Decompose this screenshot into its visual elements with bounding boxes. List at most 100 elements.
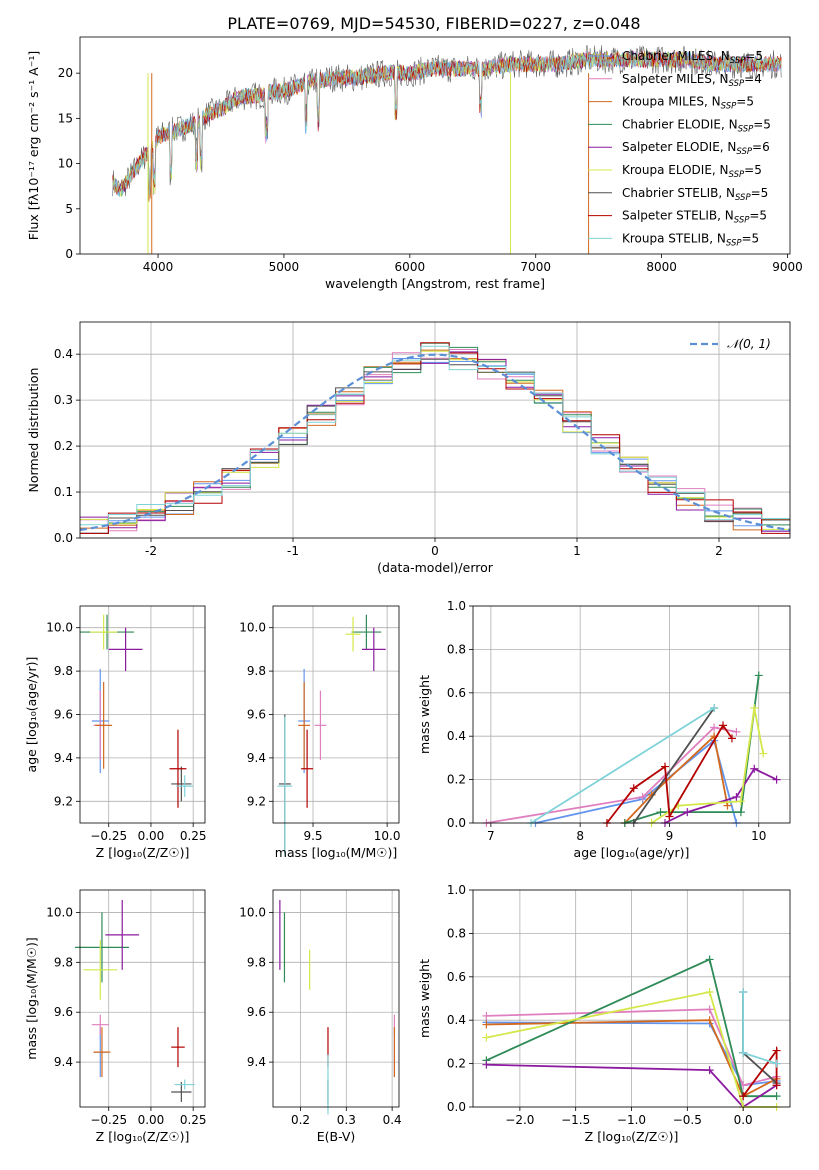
weight-marker xyxy=(705,1016,714,1025)
weight-line xyxy=(486,1019,778,1098)
y-tick-label: 0.8 xyxy=(447,926,466,940)
weight-marker xyxy=(727,734,736,743)
x-tick-label: 1 xyxy=(573,544,581,558)
plot-area xyxy=(279,899,396,1115)
legend-subscript: SSP xyxy=(730,56,746,66)
weight-marker xyxy=(482,1020,491,1029)
panel-age-vs-mass: 9.5 10.0 9.2 9.4 9.6 9.8 10.0 mass [log₁₀(M/M☉)… xyxy=(239,605,401,860)
legend-subscript: SSP xyxy=(736,147,752,157)
weight-marker xyxy=(732,792,741,801)
y-tick-label: 9.2 xyxy=(54,794,73,808)
legend-nssp: =5 xyxy=(749,209,767,223)
x-axis-label: Z [log₁₀(Z/Z☉)] xyxy=(96,845,190,860)
axes-frame xyxy=(272,605,400,824)
axes-frame xyxy=(79,889,206,1108)
x-axis-label: wavelength [Angstrom, rest frame] xyxy=(325,276,545,291)
x-tick-label: −0.25 xyxy=(90,1113,127,1127)
weight-marker xyxy=(772,1092,781,1101)
weight-marker xyxy=(754,671,763,680)
histogram-step xyxy=(80,358,790,534)
weight-marker xyxy=(482,1033,491,1042)
weight-marker xyxy=(660,762,669,771)
y-tick-label: 0.6 xyxy=(447,686,466,700)
y-axis-label: Normed distribution xyxy=(26,368,41,493)
legend-nssp: =5 xyxy=(742,231,760,245)
x-tick-label: 0.25 xyxy=(180,1113,207,1127)
weight-marker xyxy=(665,812,674,821)
y-tick-label: 9.4 xyxy=(247,1055,266,1069)
x-axis-label: mass [log₁₀(M/M☉)] xyxy=(275,845,397,860)
panel-residual-histogram: -2 -1 0 1 2 0.0 0.1 0.2 0.3 0.4 (data-model)/error… xyxy=(26,321,791,575)
plot-area xyxy=(112,45,782,254)
weight-line xyxy=(632,707,715,824)
y-tick-label: 9.8 xyxy=(247,664,266,678)
y-tick-label: 0.4 xyxy=(447,729,466,743)
plot-area xyxy=(277,614,386,856)
legend-nssp: =5 xyxy=(751,186,769,200)
plot-area xyxy=(74,899,195,1103)
panel-mass-weight-vs-age: 7 8 9 10 0.0 0.2 0.4 0.6 0.8 1.0 age [log₁₀(age/yr… xyxy=(417,599,791,860)
y-axis-label: mass weight xyxy=(417,675,432,754)
weight-line xyxy=(606,723,733,824)
weight-marker xyxy=(736,808,745,817)
histogram-step xyxy=(80,351,790,532)
legend-subscript: SSP xyxy=(734,216,750,226)
y-tick-label: 9.2 xyxy=(247,794,266,808)
weight-marker xyxy=(482,1011,491,1020)
y-tick-label: 5 xyxy=(65,202,73,216)
x-tick-label: 0.2 xyxy=(291,1113,310,1127)
legend-entry: Salpeter STELIB, NSSP=5 xyxy=(622,209,767,226)
legend-entry: Kroupa STELIB, NSSP=5 xyxy=(622,231,759,248)
histogram-step xyxy=(80,342,790,534)
x-tick-label: 4000 xyxy=(143,260,174,274)
panel-mass-vs-E(B-V): 0.2 0.3 0.4 9.4 9.6 9.8 10.0 E(B-V) xyxy=(239,889,402,1144)
y-axis-label: mass weight xyxy=(417,959,432,1038)
weight-marker xyxy=(719,721,728,730)
y-tick-label: 9.4 xyxy=(54,1055,73,1069)
weight-line xyxy=(624,734,729,824)
legend-subscript: SSP xyxy=(726,238,742,248)
x-tick-label: 0 xyxy=(431,544,439,558)
histogram-step xyxy=(80,345,790,526)
y-tick-label: 9.6 xyxy=(247,1005,266,1019)
y-tick-label: 0.2 xyxy=(54,439,73,453)
weight-marker xyxy=(629,784,638,793)
x-tick-label: 0.25 xyxy=(180,829,207,843)
x-tick-label: 0.0 xyxy=(734,1113,753,1127)
y-tick-label: 9.4 xyxy=(54,751,73,765)
y-tick-label: 0.4 xyxy=(447,1013,466,1027)
weight-marker xyxy=(710,703,719,712)
weight-marker xyxy=(772,1046,781,1055)
x-tick-label: 0.00 xyxy=(138,1113,165,1127)
x-axis-label: E(B-V) xyxy=(317,1129,356,1144)
y-tick-label: 0 xyxy=(65,247,73,261)
plot-area xyxy=(80,614,194,808)
x-axis-label: Z [log₁₀(Z/Z☉)] xyxy=(585,1129,679,1144)
legend-nssp: =4 xyxy=(744,72,762,86)
panel-spectrum: 4000 5000 6000 7000 8000 9000 0 5 10 15 20 waveleng… xyxy=(26,36,803,291)
weight-marker xyxy=(772,1081,781,1090)
x-tick-label: 2 xyxy=(715,544,723,558)
y-tick-label: 0.0 xyxy=(447,816,466,830)
x-tick-label: −0.25 xyxy=(90,829,127,843)
x-tick-label: 0.00 xyxy=(138,829,165,843)
y-tick-label: 0.6 xyxy=(447,970,466,984)
figure-title: PLATE=0769, MJD=54530, FIBERID=0227, z=0… xyxy=(227,14,640,33)
legend-subscript: SSP xyxy=(738,124,754,134)
y-tick-label: 10.0 xyxy=(239,621,266,635)
y-tick-label: 9.6 xyxy=(247,708,266,722)
x-tick-label: 0.4 xyxy=(383,1113,402,1127)
legend-entry: Kroupa ELODIE, NSSP=5 xyxy=(622,163,762,180)
y-axis-label: age [log₁₀(age/yr)] xyxy=(24,657,39,773)
x-tick-label: 0.3 xyxy=(337,1113,356,1127)
x-tick-label: 9000 xyxy=(772,260,803,274)
legend-nssp: =5 xyxy=(753,117,771,131)
weight-marker xyxy=(739,1048,748,1057)
weight-marker xyxy=(683,808,692,817)
weight-marker xyxy=(736,797,745,806)
x-tick-label: 8000 xyxy=(646,260,677,274)
plot-area xyxy=(79,342,791,534)
axes-frame xyxy=(472,605,791,824)
y-tick-label: 0.3 xyxy=(54,393,73,407)
